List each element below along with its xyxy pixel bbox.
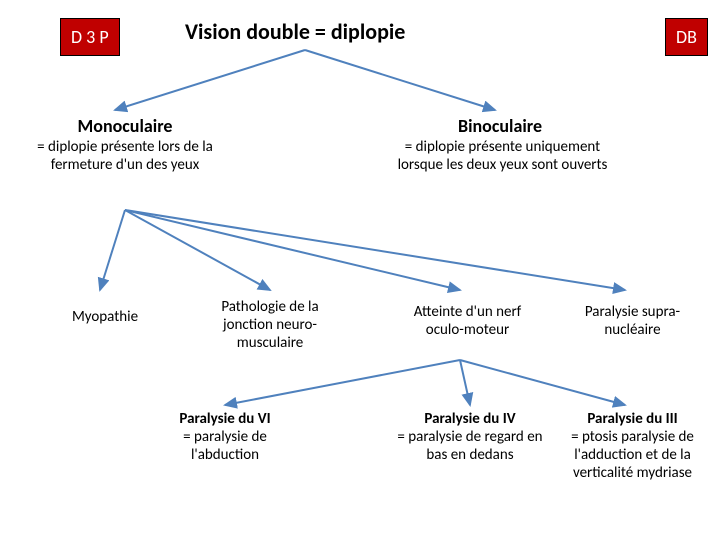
badge-d3p-text: D 3 P [71,26,109,48]
badge-db: DB [665,18,708,56]
node-supra: Paralysie supra-nucléaire [570,303,695,339]
node-paralysie-vi-title: Paralysie du VI [179,410,270,428]
node-myopathie: Myopathie [55,308,155,326]
node-nerf: Atteinte d'un nerf oculo-moteur [395,303,540,339]
node-jonction: Pathologie de la jonction neuro-musculai… [205,298,335,352]
heading-binoculaire: Binoculaire [445,115,555,137]
arrow-mono-d [125,210,625,290]
arrow-title-left [115,50,305,110]
desc-monoculaire: = diplopie présente lors de la fermeture… [30,138,220,174]
arrow-title-right [305,50,495,110]
badge-db-text: DB [676,26,697,48]
node-paralysie-iv-title: Paralysie du IV [424,410,515,428]
arrow-mono-c [125,210,460,290]
arrow-mono-a [100,210,125,290]
node-paralysie-iv-body: = paralysie de regard en bas en dedans [397,428,542,464]
node-paralysie-iv: Paralysie du IV = paralysie de regard en… [395,410,545,464]
arrow-nerf-iii [460,360,625,405]
desc-binoculaire: = diplopie présente uniquement lorsque l… [395,138,610,174]
node-paralysie-iii: Paralysie du III = ptosis paralysie de l… [555,410,710,482]
node-paralysie-iii-body: = ptosis paralysie de l'adduction et de … [571,428,694,482]
arrow-nerf-vi [225,360,460,405]
node-paralysie-iii-title: Paralysie du III [587,410,677,428]
node-paralysie-vi: Paralysie du VI = paralysie de l'abducti… [155,410,295,464]
arrow-mono-b [125,210,270,290]
heading-monoculaire: Monoculaire [65,115,185,137]
node-paralysie-vi-body: = paralysie de l'abduction [183,428,267,464]
diagram-title: Vision double = diplopie [185,18,405,45]
arrow-nerf-iv [460,360,470,405]
badge-d3p: D 3 P [60,18,120,56]
